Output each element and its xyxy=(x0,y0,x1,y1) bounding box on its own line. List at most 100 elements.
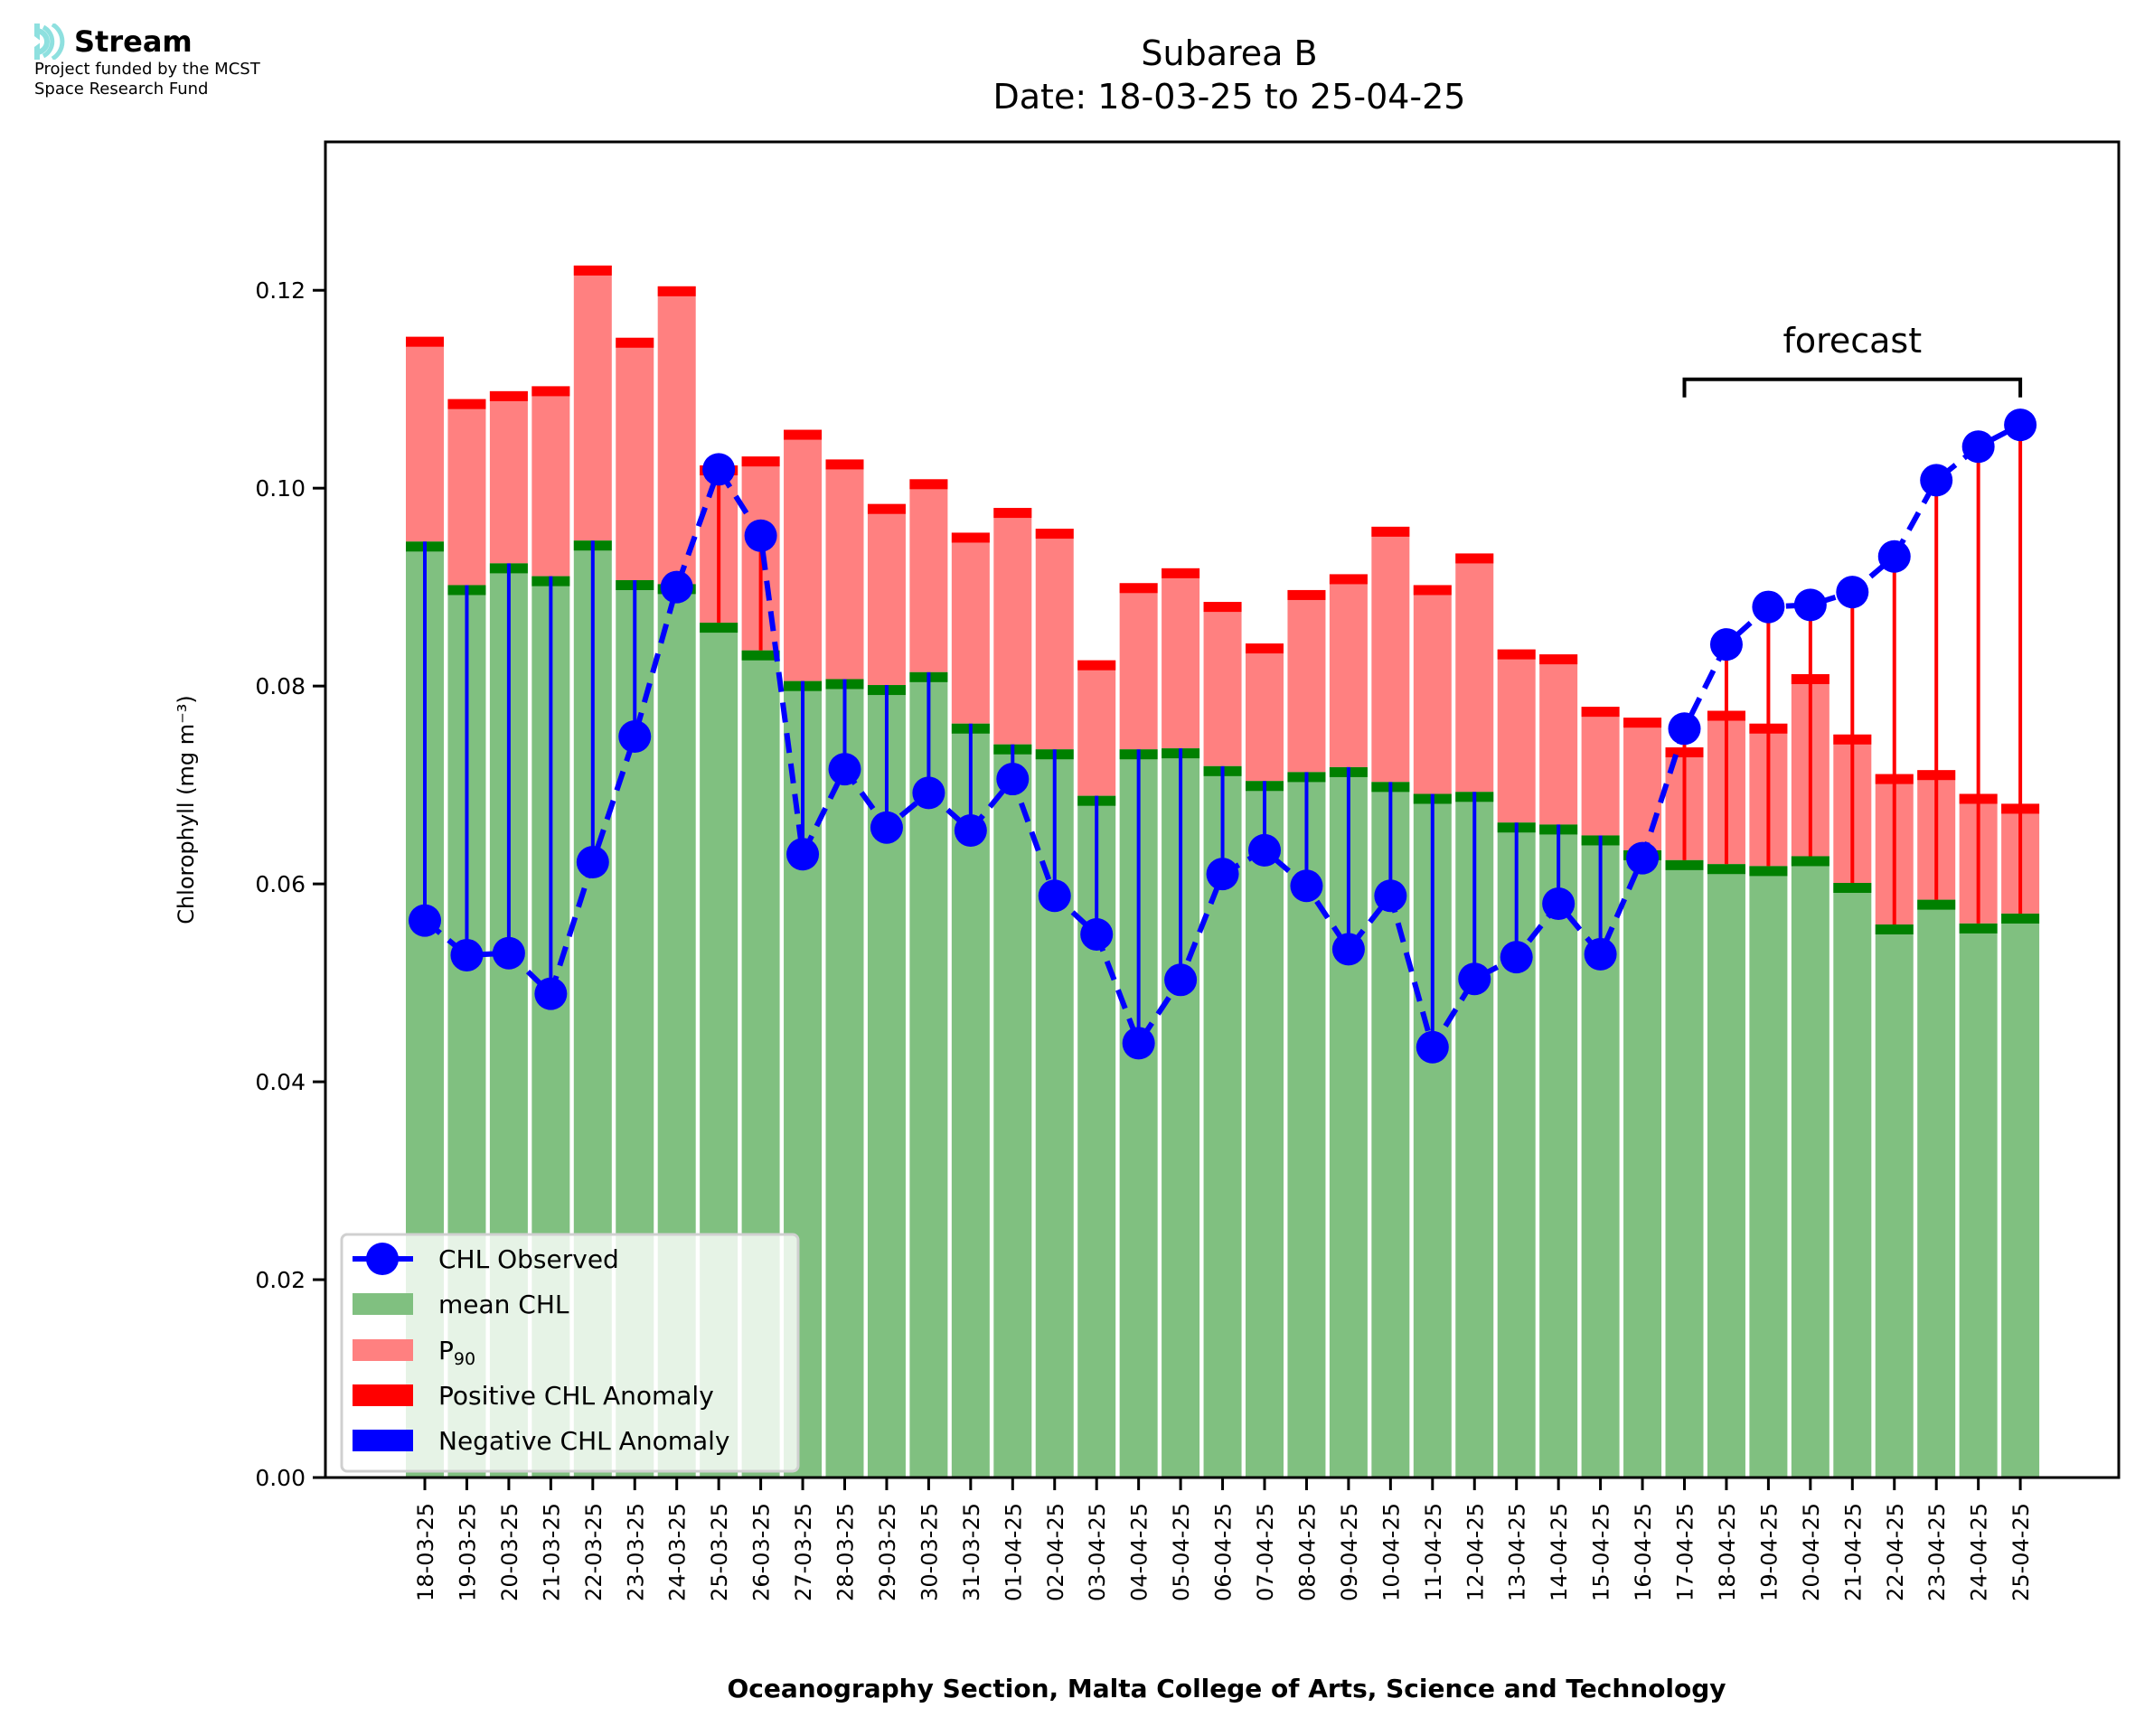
p90-bar xyxy=(1246,643,1284,782)
plot-frame xyxy=(324,140,2121,1479)
mean-bar xyxy=(993,744,1032,1478)
y-axis-label: Chlorophyll (mg m⁻³) xyxy=(174,695,199,924)
mean-bar xyxy=(1959,923,1998,1478)
mean-bar xyxy=(1791,856,1829,1478)
mean-bar xyxy=(1749,866,1788,1478)
p90-band xyxy=(616,337,654,348)
legend-label-subscript: 90 xyxy=(454,1349,475,1369)
x-tick-label: 21-04-25 xyxy=(1840,1503,1866,1601)
observed-marker xyxy=(1668,712,1701,746)
observed-marker xyxy=(1626,841,1660,875)
mean-bar xyxy=(1875,924,1914,1478)
chart-subtitle: Date: 18-03-25 to 25-04-25 xyxy=(993,77,1466,117)
p90-bar xyxy=(1203,602,1242,766)
x-tick-label: 22-03-25 xyxy=(581,1503,607,1601)
forecast-annotation: forecast xyxy=(1682,321,2023,398)
p90-bar xyxy=(489,390,528,564)
mean-band xyxy=(1707,864,1745,875)
p90-band xyxy=(531,386,570,397)
chart-title: Subarea B xyxy=(1141,33,1317,73)
p90-bar xyxy=(1581,707,1620,836)
observed-marker xyxy=(1080,917,1114,951)
observed-marker xyxy=(1836,576,1869,609)
legend-swatch-patch-p90 xyxy=(353,1339,413,1361)
x-tick-label: 16-04-25 xyxy=(1631,1503,1656,1601)
x-tick-label: 24-04-25 xyxy=(1967,1503,1992,1601)
mean-bar xyxy=(1833,883,1872,1478)
p90-bar xyxy=(1371,526,1410,783)
observed-marker xyxy=(1752,590,1785,624)
observed-marker xyxy=(409,904,441,937)
x-tick-label: 10-04-25 xyxy=(1378,1503,1404,1601)
y-tick-label: 0.04 xyxy=(255,1069,306,1095)
logo-subtitle-2: Space Research Fund xyxy=(34,80,209,99)
x-tick-label: 20-03-25 xyxy=(497,1503,522,1601)
observed-line-layer xyxy=(409,408,2037,1064)
x-tick-label: 02-04-25 xyxy=(1043,1503,1068,1601)
x-tick-label: 19-03-25 xyxy=(455,1503,480,1601)
observed-marker xyxy=(702,453,736,486)
legend-swatch-patch-negative xyxy=(353,1430,413,1451)
anomaly-lines-layer xyxy=(423,425,2023,1047)
x-tick-label: 25-04-25 xyxy=(2008,1503,2034,1601)
p90-bar xyxy=(909,479,948,672)
y-tick-label: 0.02 xyxy=(255,1267,306,1293)
p90-bar xyxy=(1035,529,1074,750)
p90-band xyxy=(993,508,1032,519)
observed-marker xyxy=(1920,464,1953,497)
x-tick-label: 09-04-25 xyxy=(1337,1503,1362,1601)
observed-marker xyxy=(1248,833,1281,867)
p90-band xyxy=(447,399,486,409)
p90-band xyxy=(489,390,528,401)
mean-band xyxy=(1959,923,1998,934)
mean-band xyxy=(1791,856,1829,867)
observed-marker xyxy=(2004,408,2037,442)
p90-bar xyxy=(657,286,696,585)
p90-band xyxy=(1581,707,1620,718)
x-tick-label: 20-04-25 xyxy=(1799,1503,1824,1601)
p90-band xyxy=(1035,529,1074,540)
y-tick-label: 0.08 xyxy=(255,673,306,699)
p90-band xyxy=(1077,660,1116,671)
p90-bar xyxy=(406,336,444,542)
p90-bar xyxy=(1119,583,1158,750)
p90-band xyxy=(784,429,823,440)
logo: Stream Project funded by the MCST Space … xyxy=(34,23,260,99)
legend-label: CHL Observed xyxy=(438,1244,619,1274)
p90-band xyxy=(1455,553,1494,564)
p90-bar xyxy=(616,337,654,581)
p90-band xyxy=(1203,602,1242,613)
y-tick-label: 0.00 xyxy=(255,1465,306,1491)
p90-band xyxy=(867,503,906,514)
mean-bar xyxy=(825,679,864,1478)
p90-band xyxy=(1539,654,1578,665)
p90-bar xyxy=(1287,589,1326,773)
x-tick-label: 05-04-25 xyxy=(1169,1503,1194,1601)
legend-label: Positive CHL Anomaly xyxy=(438,1381,714,1411)
mean-bar xyxy=(1246,781,1284,1478)
mean-band xyxy=(1875,924,1914,934)
observed-marker xyxy=(1416,1030,1449,1064)
observed-marker xyxy=(1542,887,1576,921)
p90-bar xyxy=(993,508,1032,745)
mean-bar xyxy=(1917,899,1956,1478)
observed-marker xyxy=(1793,588,1827,622)
p90-bar xyxy=(1539,654,1578,825)
observed-marker xyxy=(954,813,987,847)
legend-box xyxy=(340,1233,800,1473)
x-tick-label: 23-03-25 xyxy=(623,1503,648,1601)
x-tick-label: 18-04-25 xyxy=(1715,1503,1740,1601)
p90-bar xyxy=(447,399,486,586)
legend-label: Negative CHL Anomaly xyxy=(438,1426,729,1456)
p90-bar xyxy=(784,429,823,681)
forecast-bracket xyxy=(1682,377,2023,398)
legend-label-text: Negative CHL Anomaly xyxy=(438,1426,729,1456)
stream-waves-icon xyxy=(34,23,71,60)
mean-bar xyxy=(1623,849,1662,1478)
mean-band xyxy=(741,650,780,661)
x-tick-label: 11-04-25 xyxy=(1421,1503,1446,1601)
legend-label-text: P xyxy=(438,1336,454,1365)
p90-band xyxy=(825,459,864,470)
x-tick-label: 25-03-25 xyxy=(707,1503,732,1601)
